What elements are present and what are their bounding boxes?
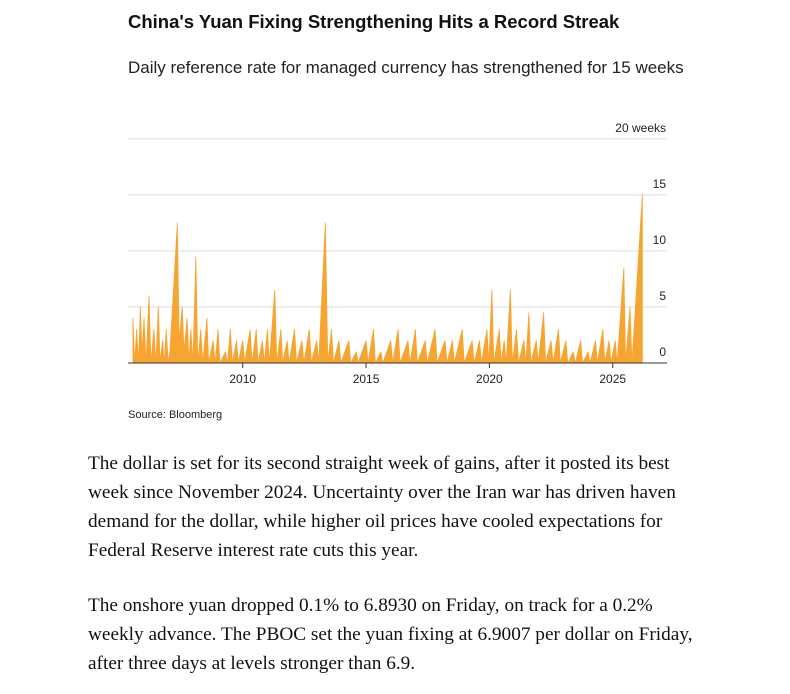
y-tick-label: 0 xyxy=(659,345,666,359)
chart-source: Source: Bloomberg xyxy=(128,409,223,421)
chart: 0 5 10 15 20 weeks 2010 2015 2020 2025 xyxy=(128,121,667,386)
article-paragraph: The onshore yuan dropped 0.1% to 6.8930 … xyxy=(88,595,693,674)
y-tick-label: 15 xyxy=(653,177,667,191)
chart-title: China's Yuan Fixing Strengthening Hits a… xyxy=(128,11,620,32)
area xyxy=(132,194,643,364)
y-tick-label: 20 weeks xyxy=(615,121,666,135)
x-tick-label: 2015 xyxy=(353,372,380,386)
x-tick-label: 2010 xyxy=(229,372,256,386)
y-tick-label: 10 xyxy=(653,233,667,247)
x-tick-label: 2020 xyxy=(476,372,503,386)
article-paragraph: The dollar is set for its second straigh… xyxy=(88,453,676,561)
x-tick-label: 2025 xyxy=(599,372,626,386)
y-tick-label: 5 xyxy=(659,289,666,303)
chart-subtitle: Daily reference rate for managed currenc… xyxy=(128,58,684,77)
